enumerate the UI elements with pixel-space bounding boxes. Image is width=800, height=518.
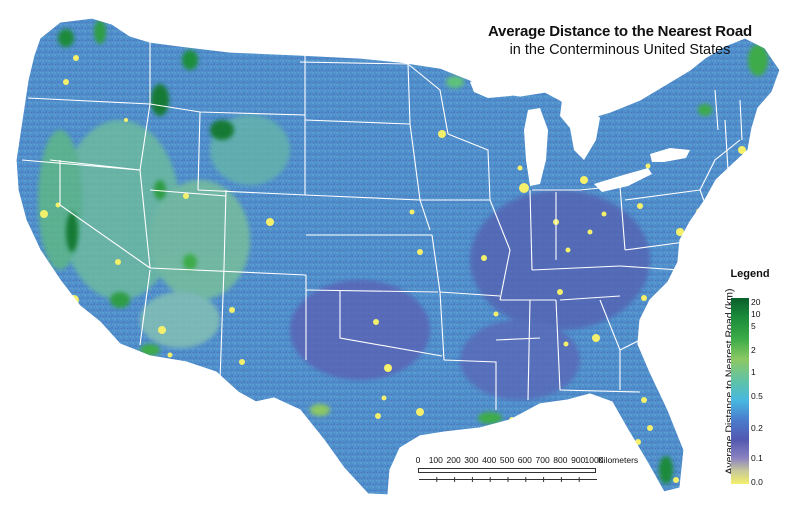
legend-title: Legend (730, 268, 770, 280)
city-austin (381, 395, 387, 401)
legend-tick: 2 (751, 345, 756, 355)
city-detroit (580, 176, 588, 184)
city-minneapolis (438, 130, 446, 138)
scale-label: 600 (517, 455, 532, 465)
wilderness-arizona (140, 344, 160, 356)
city-miami (673, 477, 679, 483)
city-birmingham (563, 341, 569, 347)
city-denver (266, 218, 274, 226)
city-milwaukee (517, 165, 523, 171)
map-subtitle: in the Conterminous United States (509, 42, 731, 58)
scale-label: 700 (535, 455, 550, 465)
city-seattle (73, 55, 79, 61)
city-oklahoma-city (373, 319, 379, 325)
scale-label: 200 (446, 455, 461, 465)
city-cincinnati (587, 229, 593, 235)
city-san-francisco (40, 210, 48, 218)
legend-color-ramp (731, 298, 749, 484)
city-nashville (557, 289, 563, 295)
scale-bar: 0 100 200 300 400 500 600 700 800 900 10… (414, 455, 674, 495)
wilderness-louisiana (478, 412, 502, 424)
wilderness-utah (183, 254, 197, 270)
city-salt-lake-city (183, 193, 189, 199)
city-jacksonville (641, 397, 647, 403)
city-st-louis (481, 255, 487, 261)
wilderness-adirondacks (698, 104, 712, 116)
scale-label: 500 (499, 455, 515, 465)
wilderness-maine (748, 44, 768, 76)
city-pittsburgh (637, 203, 643, 209)
city-washington (676, 228, 684, 236)
map-title: Average Distance to the Nearest Road (487, 23, 752, 40)
scale-label: 900 (571, 455, 586, 465)
scale-label: 0 (415, 455, 421, 465)
scale-label: 400 (482, 455, 497, 465)
scale-label: 1000 (584, 455, 604, 465)
city-orlando (647, 425, 653, 431)
wilderness-glacier (182, 50, 198, 70)
city-san-diego (87, 319, 93, 325)
great-lakes (470, 72, 690, 192)
lake-huron (560, 100, 600, 160)
city-albuquerque (229, 307, 235, 313)
city-new-york (711, 191, 721, 201)
state-boundaries (21, 42, 743, 410)
scale-label: 800 (553, 455, 568, 465)
lake-ontario (650, 148, 690, 162)
city-san-antonio (375, 413, 381, 419)
city-portland (63, 79, 69, 85)
legend: Legend Average Distance to Nearest Road … (700, 268, 795, 493)
scale-unit: Kilometers (598, 455, 639, 465)
city-boston (738, 146, 746, 154)
wilderness-yellowstone (210, 120, 234, 140)
legend-tick: 10 (751, 309, 761, 319)
city-chicago (519, 183, 529, 193)
map-title-block: Average Distance to the Nearest Road in … (470, 22, 770, 59)
wilderness-west-texas (310, 404, 330, 416)
wilderness-minnesota (446, 76, 464, 88)
wilderness-mojave (110, 292, 130, 308)
city-charlotte (641, 295, 647, 301)
legend-tick: 0.5 (751, 391, 763, 401)
city-las-vegas (115, 259, 121, 265)
city-boise (124, 118, 128, 122)
city-kansas-city (417, 249, 423, 255)
legend-tick: 0.2 (751, 423, 763, 433)
wilderness-nevada (154, 180, 166, 200)
city-memphis (493, 311, 499, 317)
city-tucson (167, 352, 173, 358)
city-phoenix (158, 326, 166, 334)
scale-label: 300 (464, 455, 479, 465)
wilderness-idaho (151, 84, 169, 116)
scale-bar-graphic (418, 468, 597, 482)
scale-label: 100 (428, 455, 443, 465)
city-omaha (409, 209, 415, 215)
wilderness-olympic (58, 29, 74, 47)
legend-tick: 0.1 (751, 453, 763, 463)
city-buffalo (645, 163, 651, 169)
city-el-paso (239, 359, 245, 365)
city-louisville (565, 247, 571, 253)
legend-tick: 1 (751, 367, 756, 377)
lake-michigan (524, 108, 548, 186)
city-sacramento (55, 202, 61, 208)
wilderness-sierra (66, 212, 78, 252)
wilderness-cascades (94, 20, 106, 44)
wilderness-everglades (659, 456, 673, 484)
city-dallas (384, 364, 392, 372)
legend-tick: 20 (751, 297, 761, 307)
lake-superior (470, 72, 560, 98)
city-houston (416, 408, 424, 416)
legend-tick: 5 (751, 321, 756, 331)
city-atlanta (592, 334, 600, 342)
city-columbus (601, 211, 607, 217)
lake-erie (594, 168, 652, 192)
scale-bar-segments (419, 477, 597, 482)
legend-tick: 0.0 (751, 477, 763, 487)
